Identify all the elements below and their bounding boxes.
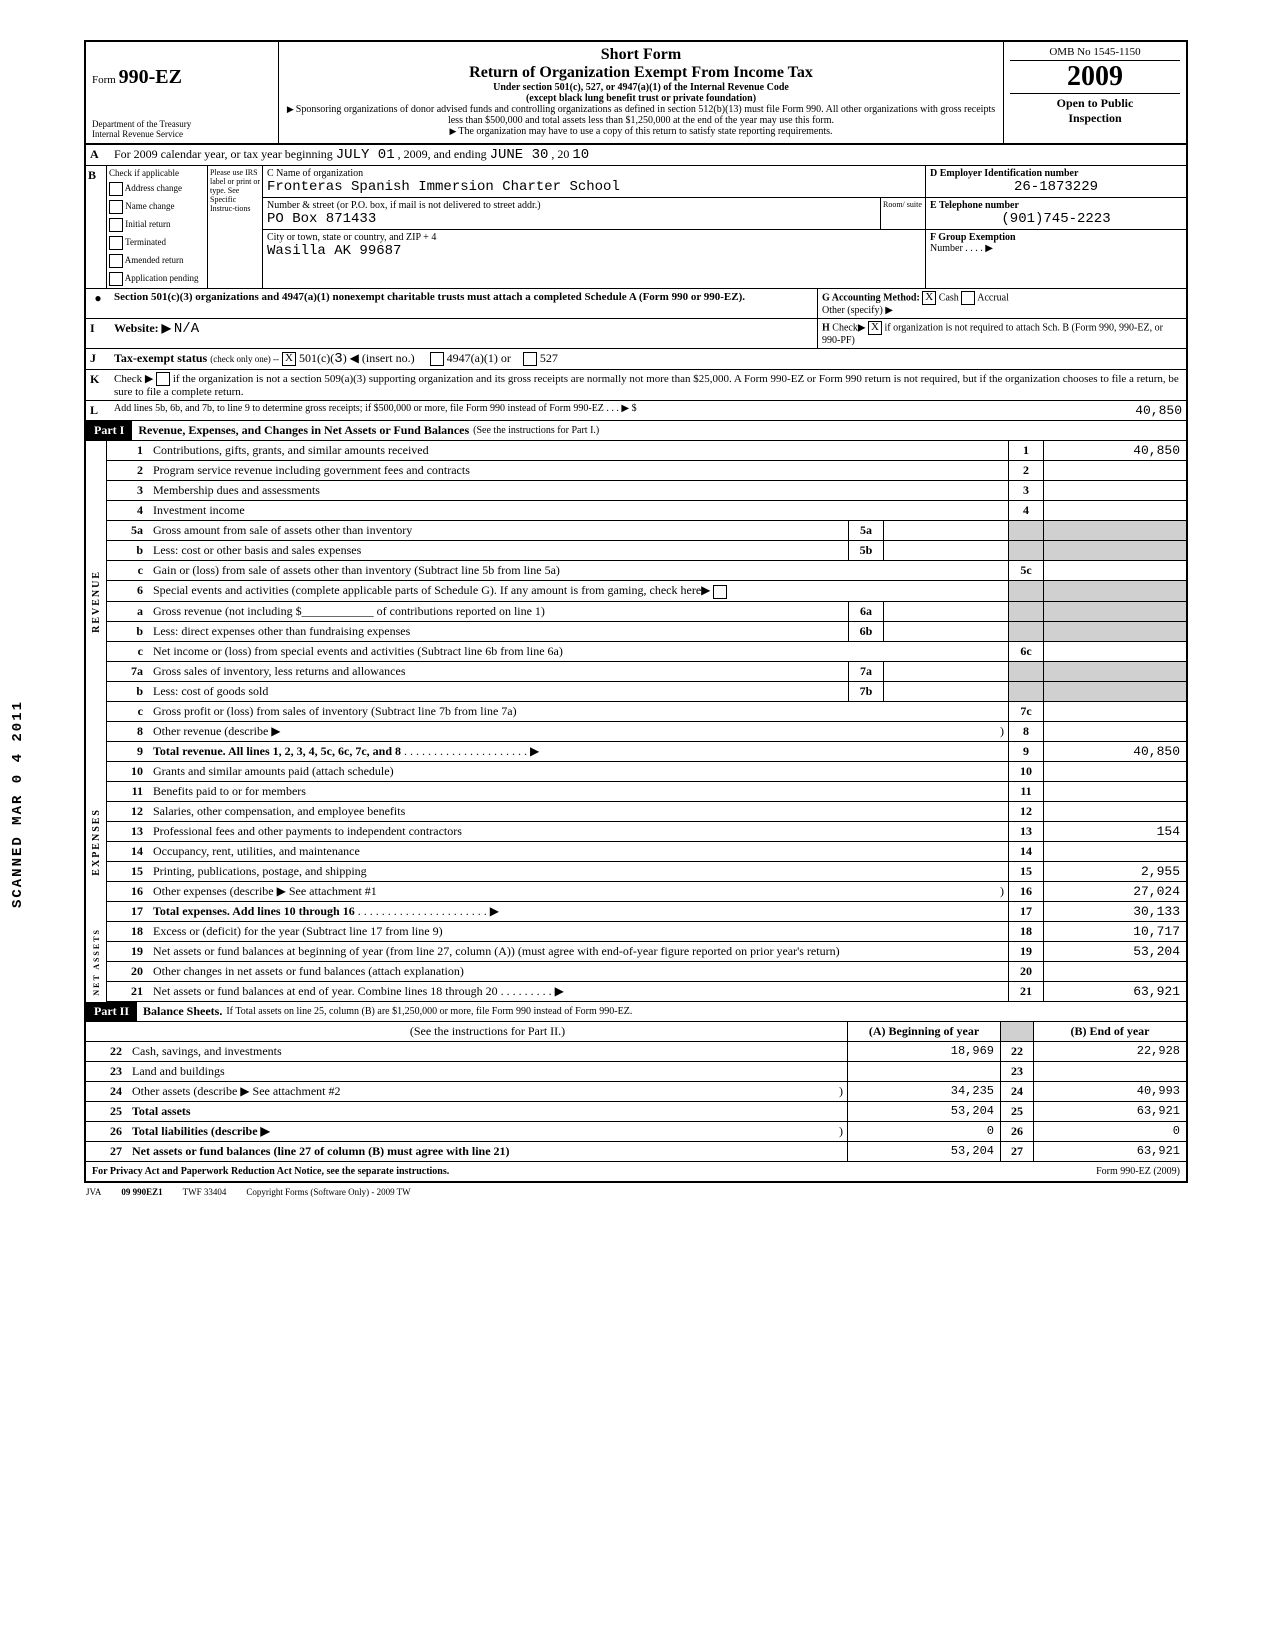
- part2-header: Part II Balance Sheets. If Total assets …: [86, 1002, 1186, 1022]
- cb-gaming[interactable]: [713, 585, 727, 599]
- section-bcdef: B Check if applicable Address change Nam…: [86, 166, 1186, 289]
- form-990ez: Form 990-EZ Department of the Treasury I…: [84, 40, 1188, 1183]
- part1-header: Part I Revenue, Expenses, and Changes in…: [86, 421, 1186, 441]
- phone: (901)745-2223: [930, 211, 1182, 227]
- side-netassets: NET ASSETS: [86, 922, 107, 1002]
- label-b: B: [86, 166, 107, 288]
- f-number: Number . . . . ▶: [930, 243, 1182, 254]
- city-value: Wasilla AK 99687: [267, 243, 921, 259]
- cb-501c[interactable]: X: [282, 352, 296, 366]
- form-number: 990-EZ: [119, 66, 182, 88]
- row-l: L Add lines 5b, 6b, and 7b, to line 9 to…: [86, 401, 1186, 421]
- cb-527[interactable]: [523, 352, 537, 366]
- title-main: Return of Organization Exempt From Incom…: [285, 64, 997, 82]
- open-public: Open to Public: [1010, 96, 1180, 111]
- side-expenses: EXPENSES: [86, 762, 107, 922]
- c-label: C Name of organization: [267, 168, 921, 179]
- please-use-irs: Please use IRS label or print or type. S…: [208, 166, 263, 288]
- title-short: Short Form: [285, 46, 997, 64]
- title-sub3: Sponsoring organizations of donor advise…: [285, 104, 997, 126]
- ein: 26-1873229: [930, 179, 1182, 195]
- cb-pending[interactable]: [109, 272, 123, 286]
- form-footer: For Privacy Act and Paperwork Reduction …: [86, 1161, 1186, 1181]
- dept-treasury: Department of the Treasury: [92, 119, 272, 129]
- irs-label: Internal Revenue Service: [92, 129, 272, 139]
- form-prefix: Form: [92, 74, 116, 86]
- part2-colheaders: (See the instructions for Part II.) (A) …: [86, 1022, 1186, 1042]
- cb-terminated[interactable]: [109, 236, 123, 250]
- cb-sch-b[interactable]: X: [868, 321, 882, 335]
- city-label: City or town, state or country, and ZIP …: [267, 232, 921, 243]
- line-a: A For 2009 calendar year, or tax year be…: [86, 145, 1186, 166]
- cb-addr-change[interactable]: [109, 182, 123, 196]
- d-label: D Employer Identification number: [930, 168, 1182, 179]
- cb-cash[interactable]: X: [922, 291, 936, 305]
- org-name: Fronteras Spanish Immersion Charter Scho…: [267, 179, 921, 195]
- e-label: E Telephone number: [930, 200, 1182, 211]
- room-suite: Room/ suite: [880, 198, 925, 229]
- f-label: F Group Exemption: [930, 232, 1182, 243]
- bottom-codes: JVA 09 990EZ1 TWF 33404 Copyright Forms …: [86, 1187, 1186, 1197]
- scanned-stamp: SCANNED MAR 0 4 2011: [10, 700, 26, 908]
- cb-name-change[interactable]: [109, 200, 123, 214]
- website: N/A: [174, 321, 199, 337]
- form-header: Form 990-EZ Department of the Treasury I…: [86, 42, 1186, 145]
- cb-4947[interactable]: [430, 352, 444, 366]
- row-j: J Tax-exempt status (check only one) -- …: [86, 349, 1186, 370]
- gross-receipts: 40,850: [1048, 401, 1186, 420]
- cb-amended[interactable]: [109, 254, 123, 268]
- cb-k[interactable]: [156, 372, 170, 386]
- inspection: Inspection: [1010, 111, 1180, 126]
- po-box: PO Box 871433: [267, 211, 876, 227]
- row-k: K Check ▶ if the organization is not a s…: [86, 370, 1186, 401]
- side-revenue: REVENUE: [86, 441, 107, 761]
- title-sub4: The organization may have to use a copy …: [285, 126, 997, 137]
- tax-year: 2009: [1010, 61, 1180, 93]
- cb-accrual[interactable]: [961, 291, 975, 305]
- title-sub1: Under section 501(c), 527, or 4947(a)(1)…: [285, 82, 997, 93]
- title-sub2: (except black lung benefit trust or priv…: [285, 93, 997, 104]
- addr-label: Number & street (or P.O. box, if mail is…: [267, 200, 876, 211]
- cb-initial[interactable]: [109, 218, 123, 232]
- row-501c3-g: ● Section 501(c)(3) organizations and 49…: [86, 289, 1186, 319]
- row-i-h: I Website: ▶ N/A H Check▶ X if organizat…: [86, 319, 1186, 349]
- omb-number: OMB No 1545-1150: [1010, 46, 1180, 61]
